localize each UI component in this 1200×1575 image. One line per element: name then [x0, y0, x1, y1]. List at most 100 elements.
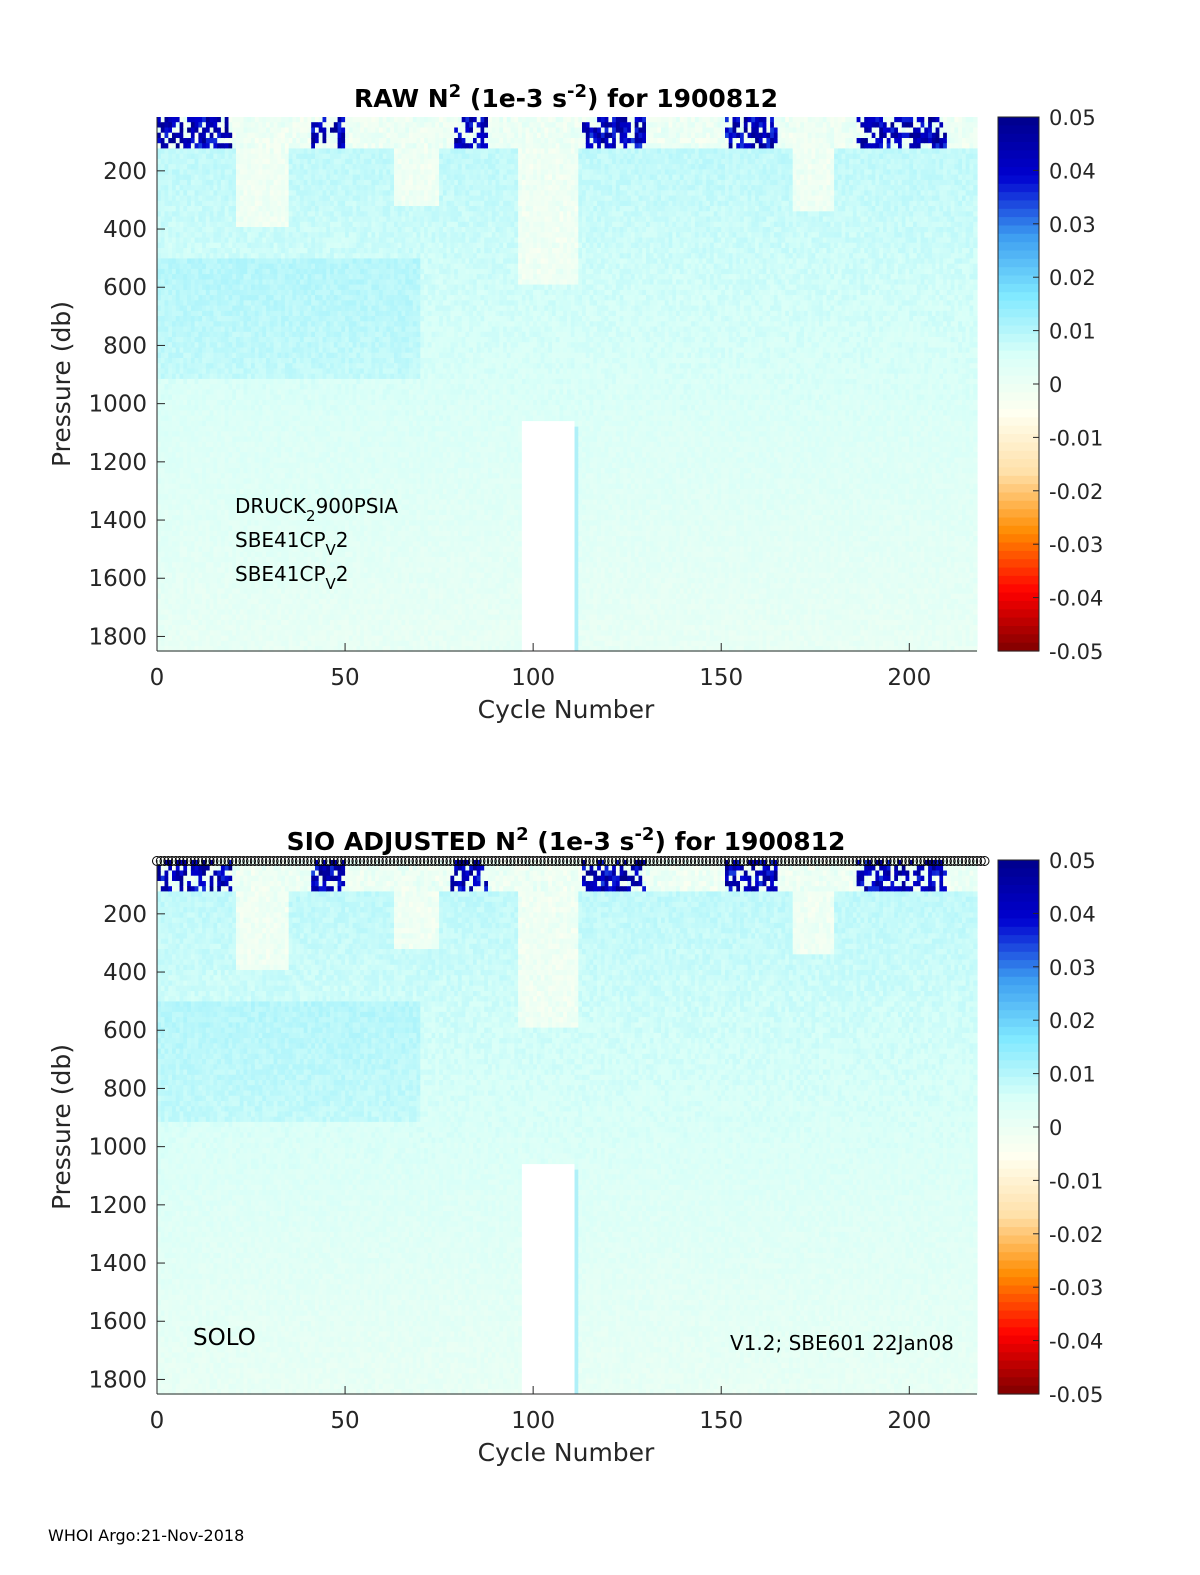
heatmap-cell	[164, 279, 169, 286]
heatmap-cell	[232, 342, 237, 348]
heatmap-cell	[198, 331, 203, 338]
heatmap-cell	[172, 593, 177, 600]
heatmap-cell	[258, 431, 263, 438]
heatmap-cell	[168, 452, 173, 458]
heatmap-cell	[228, 478, 233, 485]
heatmap-cell	[243, 473, 248, 479]
heatmap-cell	[296, 593, 301, 600]
heatmap-cell	[296, 284, 301, 291]
heatmap-cell	[326, 373, 331, 380]
heatmap-cell	[266, 567, 271, 574]
heatmap-cell	[333, 462, 339, 469]
heatmap-cell	[213, 431, 218, 438]
heatmap-cell	[213, 499, 218, 506]
heatmap-cell	[224, 253, 230, 259]
heatmap-cell	[190, 253, 196, 259]
heatmap-cell	[164, 263, 169, 270]
heatmap-cell	[258, 358, 263, 364]
heatmap-cell	[209, 520, 215, 527]
heatmap-cell	[175, 237, 181, 244]
heatmap-cell	[254, 185, 260, 191]
heatmap-cell	[247, 122, 252, 128]
heatmap-cell	[172, 509, 177, 516]
heatmap-cell	[296, 640, 301, 647]
heatmap-cell	[315, 420, 320, 427]
heatmap-cell	[187, 635, 192, 642]
heatmap-cell	[168, 557, 173, 563]
heatmap-cell	[269, 588, 275, 595]
heatmap-cell	[209, 195, 215, 202]
heatmap-cell	[311, 227, 316, 233]
heatmap-cell	[281, 410, 286, 417]
heatmap-cell	[157, 504, 162, 511]
heatmap-cell	[266, 426, 271, 432]
heatmap-cell	[164, 195, 169, 202]
heatmap-cell	[202, 520, 207, 527]
heatmap-cell	[296, 258, 301, 265]
heatmap-cell	[337, 158, 342, 165]
heatmap-cell	[217, 640, 222, 647]
heatmap-cell	[202, 179, 207, 186]
heatmap-cell	[330, 195, 335, 202]
heatmap-cell	[254, 358, 260, 364]
heatmap-cell	[262, 630, 267, 637]
heatmap-cell	[269, 248, 275, 254]
heatmap-cell	[262, 452, 267, 458]
heatmap-cell	[187, 143, 192, 149]
heatmap-cell	[209, 232, 215, 238]
heatmap-cell	[266, 331, 271, 338]
heatmap-cell	[232, 415, 237, 422]
heatmap-cell	[168, 321, 173, 328]
heatmap-cell	[236, 593, 241, 600]
heatmap-cell	[251, 640, 256, 647]
heatmap-cell	[333, 132, 339, 139]
heatmap-cell	[239, 431, 245, 438]
heatmap-cell	[288, 557, 294, 563]
heatmap-cell	[292, 143, 297, 149]
heatmap-cell	[296, 190, 301, 197]
heatmap-cell	[175, 499, 181, 506]
heatmap-cell	[311, 190, 316, 197]
heatmap-cell	[239, 300, 245, 307]
heatmap-cell	[157, 384, 162, 390]
heatmap-cell	[251, 452, 256, 458]
heatmap-cell	[217, 494, 222, 500]
heatmap-cell	[322, 431, 327, 438]
heatmap-cell	[224, 604, 230, 610]
heatmap-cell	[175, 316, 181, 322]
heatmap-cell	[296, 227, 301, 233]
heatmap-cell	[172, 447, 177, 453]
heatmap-cell	[236, 190, 241, 197]
heatmap-cell	[307, 457, 312, 464]
heatmap-cell	[243, 268, 248, 275]
heatmap-cell	[330, 227, 335, 233]
heatmap-cell	[292, 363, 297, 369]
heatmap-cell	[330, 331, 335, 338]
heatmap-cell	[288, 426, 294, 432]
heatmap-cell	[288, 211, 294, 218]
heatmap-cell	[187, 619, 192, 626]
heatmap-cell	[175, 604, 181, 610]
heatmap-cell	[322, 206, 327, 212]
heatmap-cell	[266, 158, 271, 165]
heatmap-cell	[307, 436, 312, 443]
heatmap-cell	[239, 447, 245, 453]
heatmap-cell	[217, 499, 222, 506]
heatmap-cell	[220, 300, 226, 307]
heatmap-cell	[254, 132, 260, 139]
heatmap-cell	[209, 436, 215, 443]
heatmap-cell	[160, 604, 166, 610]
heatmap-cell	[205, 258, 211, 265]
heatmap-cell	[296, 122, 301, 128]
heatmap-cell	[299, 253, 305, 259]
heatmap-cell	[168, 148, 173, 155]
heatmap-cell	[307, 300, 312, 307]
heatmap-cell	[311, 494, 316, 500]
heatmap-cell	[239, 331, 245, 338]
heatmap-cell	[160, 216, 166, 223]
heatmap-cell	[269, 331, 275, 338]
heatmap-cell	[292, 227, 297, 233]
heatmap-cell	[217, 310, 222, 317]
heatmap-cell	[288, 190, 294, 197]
heatmap-cell	[258, 169, 263, 176]
